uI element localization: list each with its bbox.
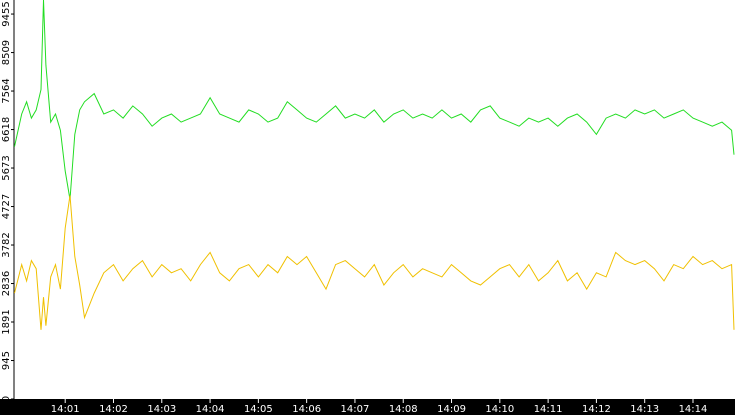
- y-tick-label: 1891: [1, 309, 12, 334]
- x-tick-label: 14:02: [99, 404, 128, 415]
- y-tick-label: 7564: [1, 78, 12, 103]
- x-tick-label: 14:13: [630, 404, 659, 415]
- series-line: [14, 195, 735, 330]
- x-tick-label: 14:08: [389, 404, 418, 415]
- x-tick-label: 14:06: [292, 404, 321, 415]
- y-tick-label: 5673: [1, 155, 12, 180]
- y-tick-label: 4727: [1, 194, 12, 219]
- x-tick-label: 14:11: [534, 404, 563, 415]
- x-tick-label: 14:01: [51, 404, 80, 415]
- x-tick-label: 14:14: [679, 404, 708, 415]
- x-tick-label: 14:12: [582, 404, 611, 415]
- x-tick-label: 14:10: [485, 404, 514, 415]
- x-tick-label: 14:07: [341, 404, 370, 415]
- x-tick-label: 14:05: [244, 404, 273, 415]
- y-tick-label: 6618: [1, 117, 12, 142]
- y-tick-label: 8509: [1, 40, 12, 65]
- x-tick-label: 14:04: [196, 404, 225, 415]
- y-tick-label: 9455: [1, 1, 12, 26]
- y-tick-label: 3782: [1, 232, 12, 257]
- y-tick-label: 945: [1, 351, 12, 370]
- y-tick-label: 0: [1, 396, 12, 402]
- y-tick-label: 2836: [1, 271, 12, 296]
- x-tick-label: 14:09: [437, 404, 466, 415]
- x-axis-band: [0, 399, 735, 415]
- series-line: [14, 0, 735, 200]
- x-tick-label: 14:03: [147, 404, 176, 415]
